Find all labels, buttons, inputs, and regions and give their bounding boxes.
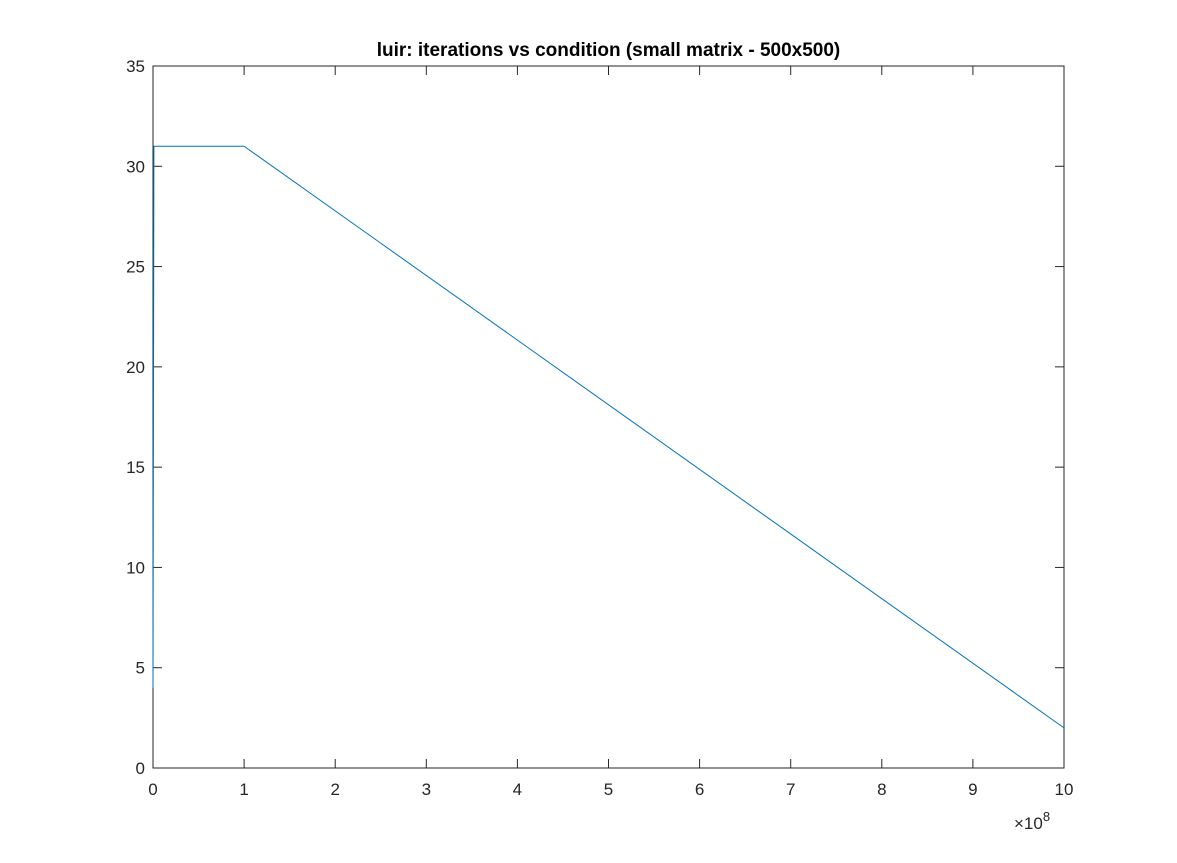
y-tick-label: 0 <box>136 759 145 778</box>
x-tick-label: 5 <box>604 780 613 799</box>
x-tick-label: 9 <box>968 780 977 799</box>
x-exponent-power: 8 <box>1043 809 1050 824</box>
x-axis: 0 1 2 3 4 5 6 7 8 9 10 <box>148 66 1073 799</box>
y-tick-label: 15 <box>126 458 145 477</box>
x-tick-label: 0 <box>148 780 157 799</box>
axes-box <box>152 65 1065 769</box>
chart-title: luir: iterations vs condition (small mat… <box>377 40 841 61</box>
y-tick-label: 5 <box>136 659 145 678</box>
x-tick-label: 4 <box>513 780 522 799</box>
x-tick-label: 6 <box>695 780 704 799</box>
x-tick-label: 2 <box>330 780 339 799</box>
x-tick-label: 1 <box>239 780 248 799</box>
x-tick-label: 10 <box>1055 780 1074 799</box>
series-line <box>152 145 1065 729</box>
x-tick-label: 7 <box>786 780 795 799</box>
y-axis: 0 5 10 15 20 25 30 35 <box>126 57 1064 778</box>
x-tick-label: 8 <box>877 780 886 799</box>
x-axis-exponent: ×108 <box>1014 809 1050 833</box>
y-tick-label: 35 <box>126 57 145 76</box>
series-layer <box>152 145 1065 729</box>
y-tick-label: 10 <box>126 558 145 577</box>
x-tick-label: 3 <box>422 780 431 799</box>
y-tick-label: 25 <box>126 258 145 277</box>
y-tick-label: 20 <box>126 358 145 377</box>
y-tick-label: 30 <box>126 157 145 176</box>
x-exponent-prefix: ×10 <box>1014 814 1043 833</box>
